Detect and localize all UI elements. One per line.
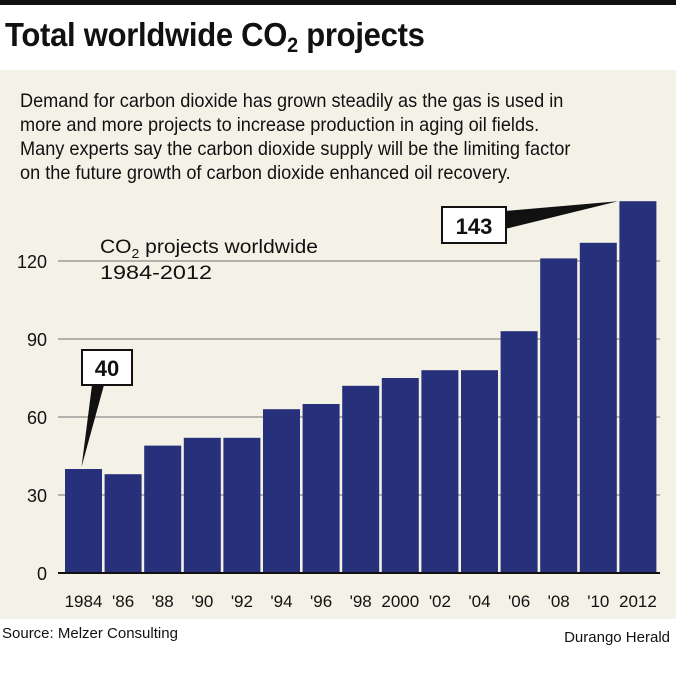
x-tick-label: 2000 (381, 592, 419, 611)
y-tick-label: 90 (27, 330, 47, 350)
source-note: Source: Melzer Consulting (2, 625, 178, 642)
bar (421, 370, 459, 573)
x-tick-label: 1984 (65, 592, 103, 611)
callout-pointer (81, 385, 104, 467)
headline-subscript: 2 (287, 34, 298, 57)
bar (500, 331, 538, 573)
chart-title-suffix: projects worldwide (139, 236, 318, 258)
intro-line: more and more projects to increase produ… (20, 114, 540, 136)
bar (183, 437, 221, 573)
credit-note: Durango Herald (564, 629, 670, 646)
callout-pointer (505, 201, 618, 229)
x-tick-label: '98 (350, 592, 372, 611)
bar (619, 201, 657, 573)
intro-text: Demand for carbon dioxide has grown stea… (20, 89, 626, 185)
chart-title-line-1: CO 2 projects worldwide (100, 236, 318, 261)
chart-title-subscript: 2 (132, 246, 140, 261)
bar (342, 385, 380, 573)
chart-title-prefix: CO (100, 236, 132, 258)
callout-box (441, 206, 507, 244)
bar (579, 242, 617, 574)
x-tick-label: '90 (191, 592, 213, 611)
bar (381, 378, 419, 573)
x-tick-label: '96 (310, 592, 332, 611)
bar (223, 437, 261, 573)
bar (302, 404, 340, 573)
x-tick-label: 2012 (619, 592, 657, 611)
bar (461, 370, 498, 573)
bar (104, 474, 142, 573)
x-tick-label: '06 (508, 592, 530, 611)
y-tick-label: 120 (17, 252, 47, 272)
x-tick-label: '94 (270, 592, 292, 611)
intro-line: Many experts say the carbon dioxide supp… (20, 138, 571, 160)
x-tick-label: '92 (231, 592, 253, 611)
callout-label: 40 (95, 356, 119, 381)
callout-label: 143 (456, 214, 493, 239)
y-tick-label: 60 (27, 408, 47, 428)
x-tick-label: '02 (429, 592, 451, 611)
headline-suffix: projects (297, 16, 425, 53)
x-tick-label: '86 (112, 592, 134, 611)
y-tick-label: 30 (27, 486, 47, 506)
x-tick-label: '10 (587, 592, 609, 611)
y-tick-label: 0 (37, 564, 47, 584)
intro-line: Demand for carbon dioxide has grown stea… (20, 90, 564, 112)
callout-box (81, 349, 133, 386)
chart-title-line-2: 1984-2012 (100, 262, 212, 284)
bar (540, 258, 578, 573)
intro-line: on the future growth of carbon dioxide e… (20, 162, 511, 184)
x-tick-label: '08 (548, 592, 570, 611)
bar (263, 409, 300, 573)
x-tick-label: '88 (152, 592, 174, 611)
top-rule (0, 0, 676, 5)
bar (144, 445, 182, 573)
x-tick-label: '04 (468, 592, 490, 611)
headline: Total worldwide CO2 projects (5, 16, 425, 57)
bar (65, 469, 102, 573)
headline-prefix: Total worldwide CO (5, 16, 288, 53)
